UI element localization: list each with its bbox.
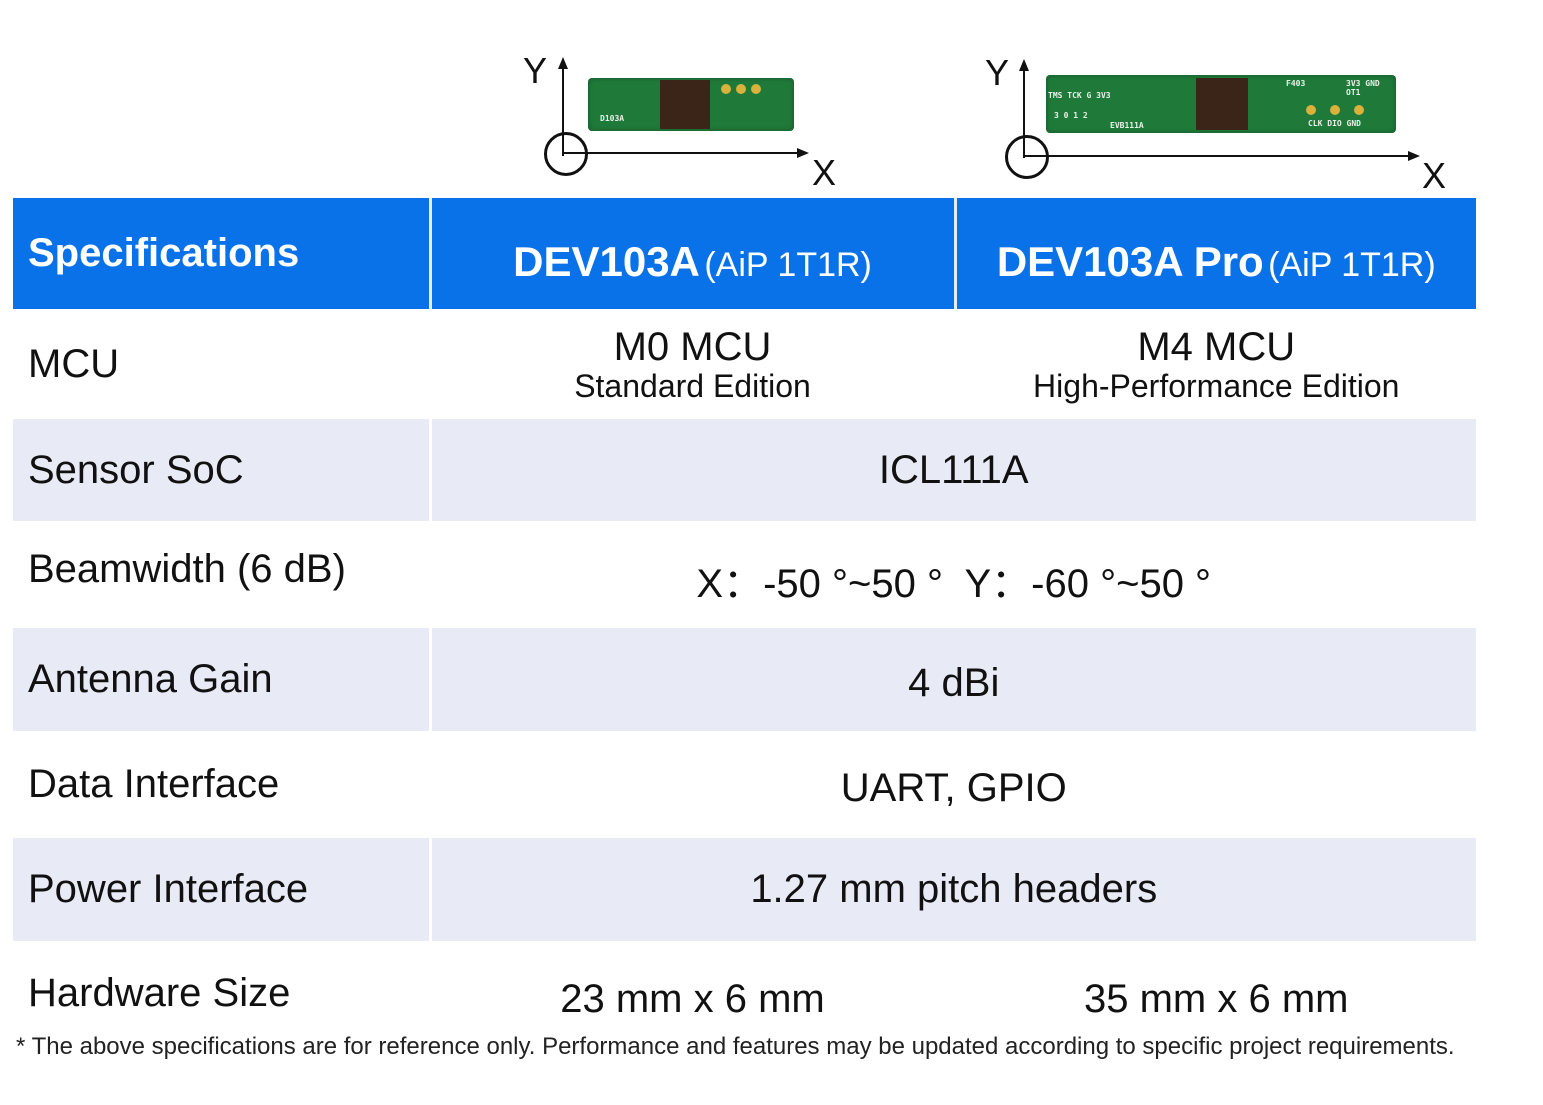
- cell-dev103a-pro: M4 MCU High-Performance Edition: [953, 309, 1476, 419]
- table-row: Data Interface UART, GPIO: [13, 731, 1476, 838]
- cell-shared: UART, GPIO: [428, 731, 1476, 838]
- table-row: Sensor SoC ICL111A: [13, 419, 1476, 521]
- cell-shared: 1.27 mm pitch headers: [428, 838, 1476, 941]
- row-label: Hardware Size: [28, 971, 291, 1015]
- table-row: MCU M0 MCU Standard Edition M4 MCU High-Pe…: [13, 309, 1476, 419]
- x-axis-label: X: [1422, 155, 1447, 196]
- origin-circle: [1005, 135, 1049, 179]
- origin-circle: [544, 132, 588, 176]
- row-label: Sensor SoC: [13, 419, 430, 521]
- table-row: Power Interface 1.27 mm pitch headers: [13, 838, 1476, 941]
- cell-dev103a-pro: 35 mm x 6 mm: [953, 941, 1476, 1046]
- table-row: Beamwidth (6 dB) X：-50 °~50 ° Y：-60 °~50…: [13, 521, 1476, 628]
- y-arrow-icon: [1019, 59, 1029, 71]
- row-label: MCU: [28, 341, 120, 386]
- header-dev103a-pro: DEV103A Pro (AiP 1T1R): [953, 198, 1476, 309]
- row-label: Power Interface: [13, 838, 430, 941]
- table-row: Antenna Gain 4 dBi: [13, 628, 1476, 731]
- x-axis: [563, 152, 798, 154]
- row-label: Beamwidth (6 dB): [28, 547, 346, 591]
- row-label: Antenna Gain: [13, 628, 430, 731]
- cell-shared: X：-50 °~50 ° Y：-60 °~50 °: [428, 521, 1476, 628]
- x-arrow-icon: [1408, 151, 1420, 161]
- y-axis-label: Y: [985, 52, 1010, 93]
- dev103a-board-image: D103A: [588, 78, 794, 131]
- table-row: Hardware Size 23 mm x 6 mm 35 mm x 6 mm: [13, 941, 1476, 1046]
- y-axis: [562, 66, 564, 156]
- y-axis: [1023, 68, 1025, 158]
- cell-dev103a: M0 MCU Standard Edition: [428, 309, 955, 419]
- table-header: Specifications DEV103A (AiP 1T1R) DEV103…: [13, 198, 1476, 309]
- dev103a-pro-board-image: TMS TCK G 3V3 3 0 1 2 EVB111A F403 3V3 G…: [1046, 75, 1396, 133]
- cell-shared: 4 dBi: [428, 628, 1476, 731]
- footnote: * The above specifications are for refer…: [16, 1033, 1455, 1060]
- row-label: Data Interface: [28, 762, 280, 806]
- y-axis-label: Y: [523, 50, 548, 91]
- cell-shared: ICL111A: [428, 419, 1476, 521]
- x-arrow-icon: [797, 148, 809, 158]
- header-dev103a: DEV103A (AiP 1T1R): [428, 198, 955, 309]
- cell-dev103a: 23 mm x 6 mm: [428, 941, 955, 1046]
- header-specifications: Specifications: [13, 198, 430, 309]
- y-arrow-icon: [558, 57, 568, 69]
- x-axis: [1024, 155, 1409, 157]
- x-axis-label: X: [812, 152, 837, 193]
- spec-table: Specifications DEV103A (AiP 1T1R) DEV103…: [13, 198, 1476, 1046]
